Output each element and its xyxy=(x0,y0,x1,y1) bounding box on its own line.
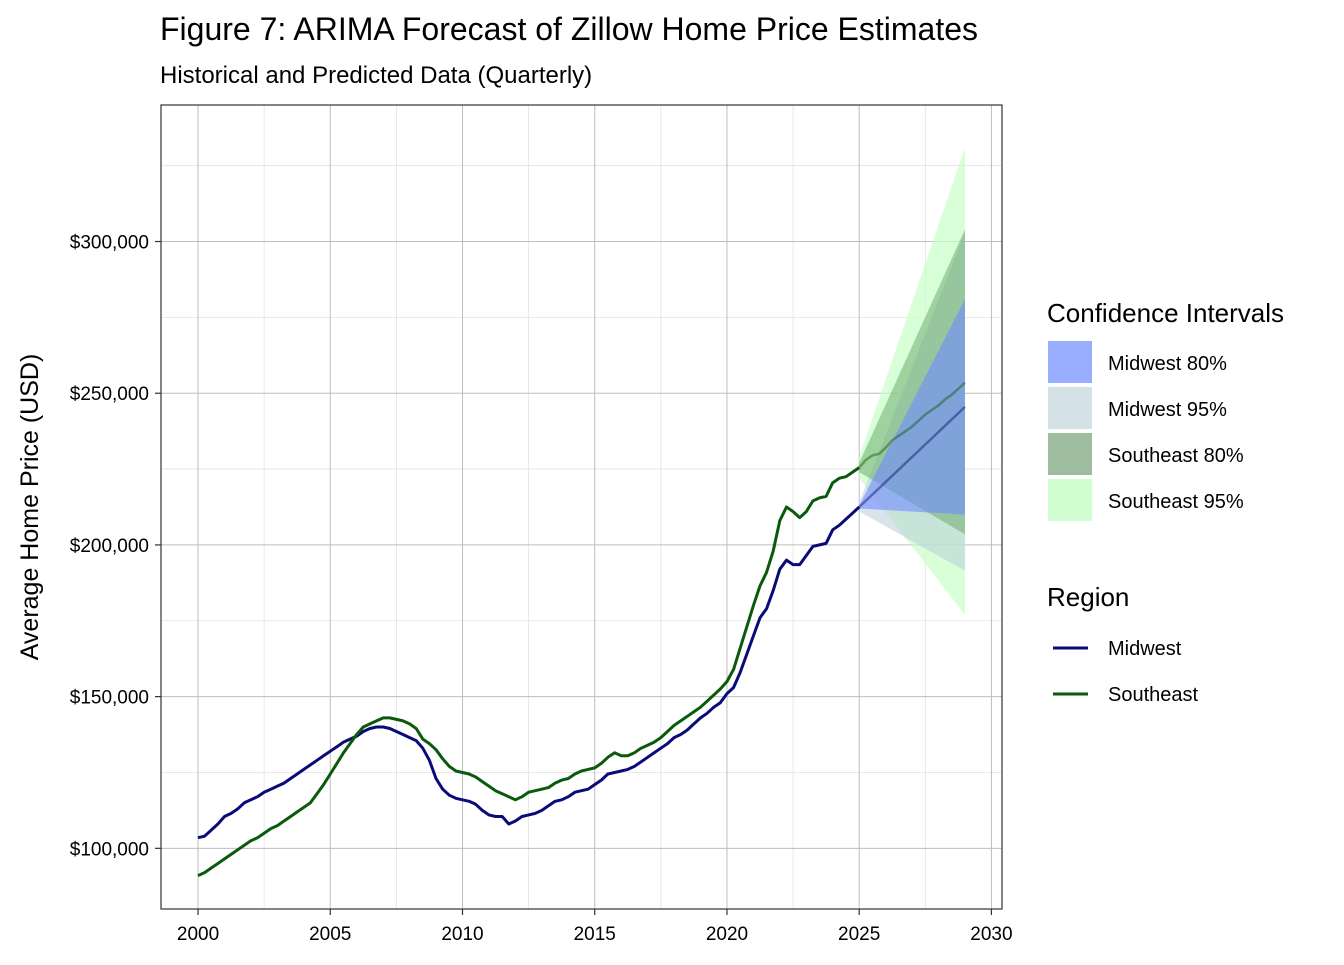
y-tick-label: $100,000 xyxy=(70,839,149,860)
x-tick-label: 2000 xyxy=(177,924,219,945)
forecast-line-midwest xyxy=(858,405,966,508)
legend-region-label: Midwest xyxy=(1108,638,1182,660)
legend-ci-title: Confidence Intervals xyxy=(1047,298,1284,328)
y-axis: $100,000 $150,000 $200,000 $250,000 $300,000 xyxy=(70,233,161,860)
confidence-bands xyxy=(859,147,965,615)
series-line-midwest xyxy=(197,505,861,840)
legend-ci-label: Midwest 80% xyxy=(1108,353,1227,375)
x-tick-label: 2025 xyxy=(838,924,880,945)
legend-ci-items: Midwest 80% Midwest 95% Southeast 80% South… xyxy=(1048,341,1244,521)
legend-ci-label: Southeast 80% xyxy=(1108,445,1244,467)
x-tick-label: 2005 xyxy=(309,924,351,945)
legend-ci-swatch xyxy=(1048,387,1092,429)
chart-subtitle: Historical and Predicted Data (Quarterly… xyxy=(160,62,592,89)
legend-ci-label: Southeast 95% xyxy=(1108,491,1244,513)
gridlines xyxy=(161,105,1002,909)
x-axis: 2000 2005 2010 2015 2020 2025 2030 xyxy=(177,909,1013,945)
legend-ci-label: Midwest 95% xyxy=(1108,399,1227,421)
x-tick-label: 2020 xyxy=(706,924,748,945)
legend-ci-swatch xyxy=(1048,433,1092,475)
legend: Confidence Intervals Midwest 80%Midwest … xyxy=(1047,298,1284,706)
chart-title: Figure 7: ARIMA Forecast of Zillow Home … xyxy=(160,11,978,47)
legend-ci-swatch xyxy=(1048,479,1092,521)
forecast-line-southeast xyxy=(858,381,966,469)
x-tick-label: 2030 xyxy=(970,924,1012,945)
plot-border xyxy=(160,104,1003,910)
y-tick-label: $200,000 xyxy=(70,536,149,557)
x-tick-label: 2015 xyxy=(574,924,616,945)
y-tick-label: $300,000 xyxy=(70,233,149,254)
legend-region-items: Midwest Southeast xyxy=(1053,638,1199,706)
legend-region-title: Region xyxy=(1047,582,1129,612)
x-tick-label: 2010 xyxy=(441,924,483,945)
y-tick-label: $250,000 xyxy=(70,384,149,405)
y-axis-title: Average Home Price (USD) xyxy=(16,354,44,661)
legend-ci-swatch xyxy=(1048,341,1092,383)
series-lines xyxy=(197,381,966,877)
series-line-southeast xyxy=(197,466,861,877)
band-midwest-80 xyxy=(859,299,965,515)
y-tick-label: $150,000 xyxy=(70,688,149,709)
legend-region-label: Southeast xyxy=(1108,684,1199,706)
